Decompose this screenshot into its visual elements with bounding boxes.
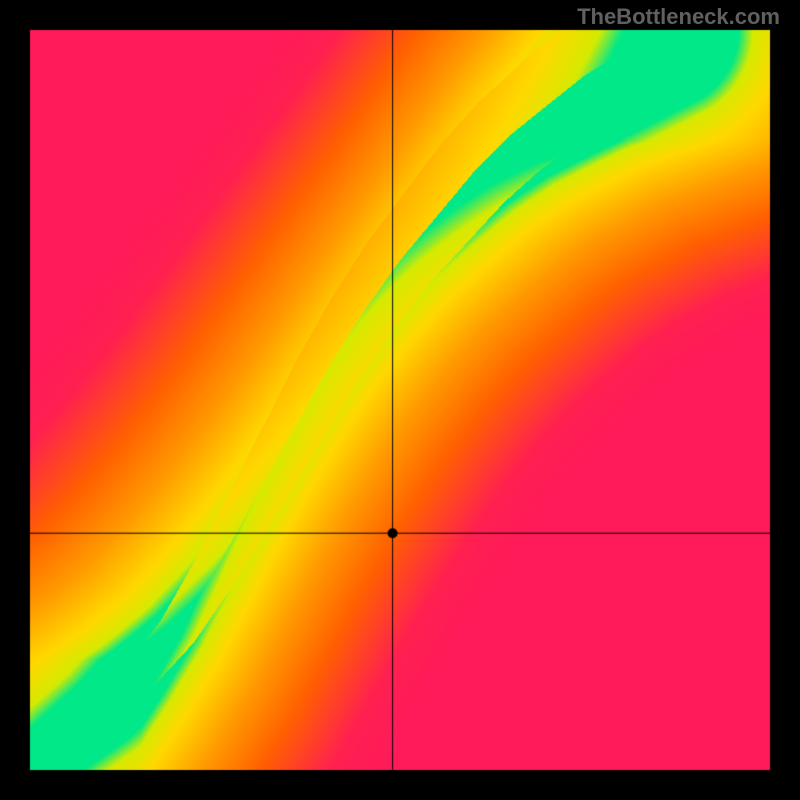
heatmap-canvas (0, 0, 800, 800)
chart-container: TheBottleneck.com (0, 0, 800, 800)
watermark-text: TheBottleneck.com (577, 4, 780, 30)
